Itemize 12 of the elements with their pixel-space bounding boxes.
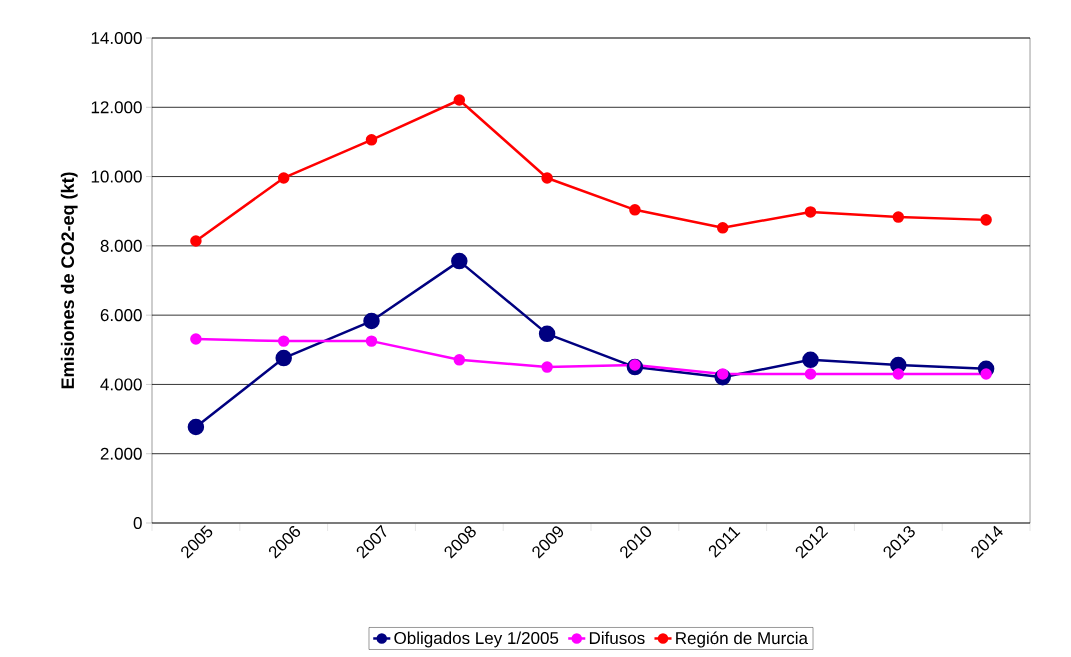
legend-label: Obligados Ley 1/2005 xyxy=(394,631,559,648)
y-tick-label: 2.000 xyxy=(100,447,142,460)
y-axis-title: Emisiones de CO2-eq (kt) xyxy=(60,172,78,389)
legend-label: Región de Murcia xyxy=(676,631,808,648)
y-tick-label: 12.000 xyxy=(91,101,142,114)
y-tick-label: 10.000 xyxy=(91,170,142,183)
legend-label: Difusos xyxy=(589,631,645,645)
y-tick-label: 0 xyxy=(133,516,142,530)
y-tick-label: 14.000 xyxy=(91,31,142,45)
y-tick-label: 4.000 xyxy=(100,378,142,391)
y-tick-label: 8.000 xyxy=(100,239,142,252)
y-tick-label: 6.000 xyxy=(100,309,142,322)
